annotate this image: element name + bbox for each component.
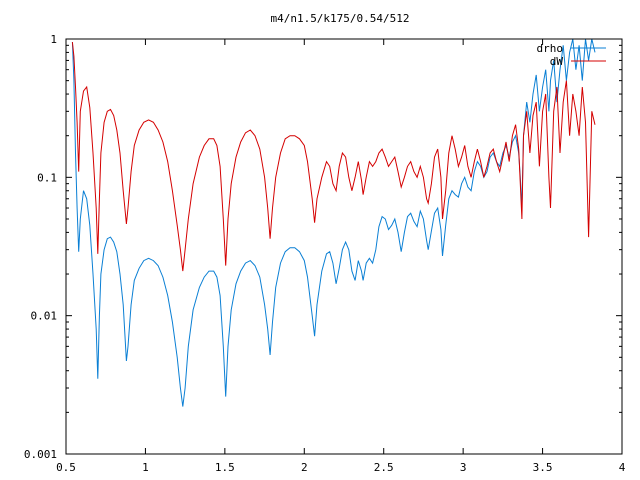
y-tick-label: 0.001 [24,448,57,461]
x-tick-label: 4 [619,461,626,474]
x-tick-label: 2 [301,461,308,474]
plot-frame [65,38,623,455]
x-tick-label: 3 [460,461,467,474]
series-layer [71,39,596,407]
x-tick-label: 3.5 [533,461,553,474]
chart-title: m4/n1.5/k175/0.54/512 [270,12,409,25]
series-line-dW [71,42,596,272]
x-tick-label: 2.5 [374,461,394,474]
y-tick-label: 0.1 [37,171,57,184]
series-line-drho [71,39,596,407]
x-tick-label: 1.5 [215,461,235,474]
x-tick-label: 1 [142,461,149,474]
x-tick-label: 0.5 [56,461,76,474]
legend-label-drho: drho [537,42,564,55]
legend-label-dW: dW [550,55,564,68]
axes: 0.5 1 1.5 2 2.5 3 3.5 4 0.001 0.01 0.1 1 [24,33,626,474]
y-tick-label: 1 [50,33,57,46]
y-tick-label: 0.01 [31,310,58,323]
